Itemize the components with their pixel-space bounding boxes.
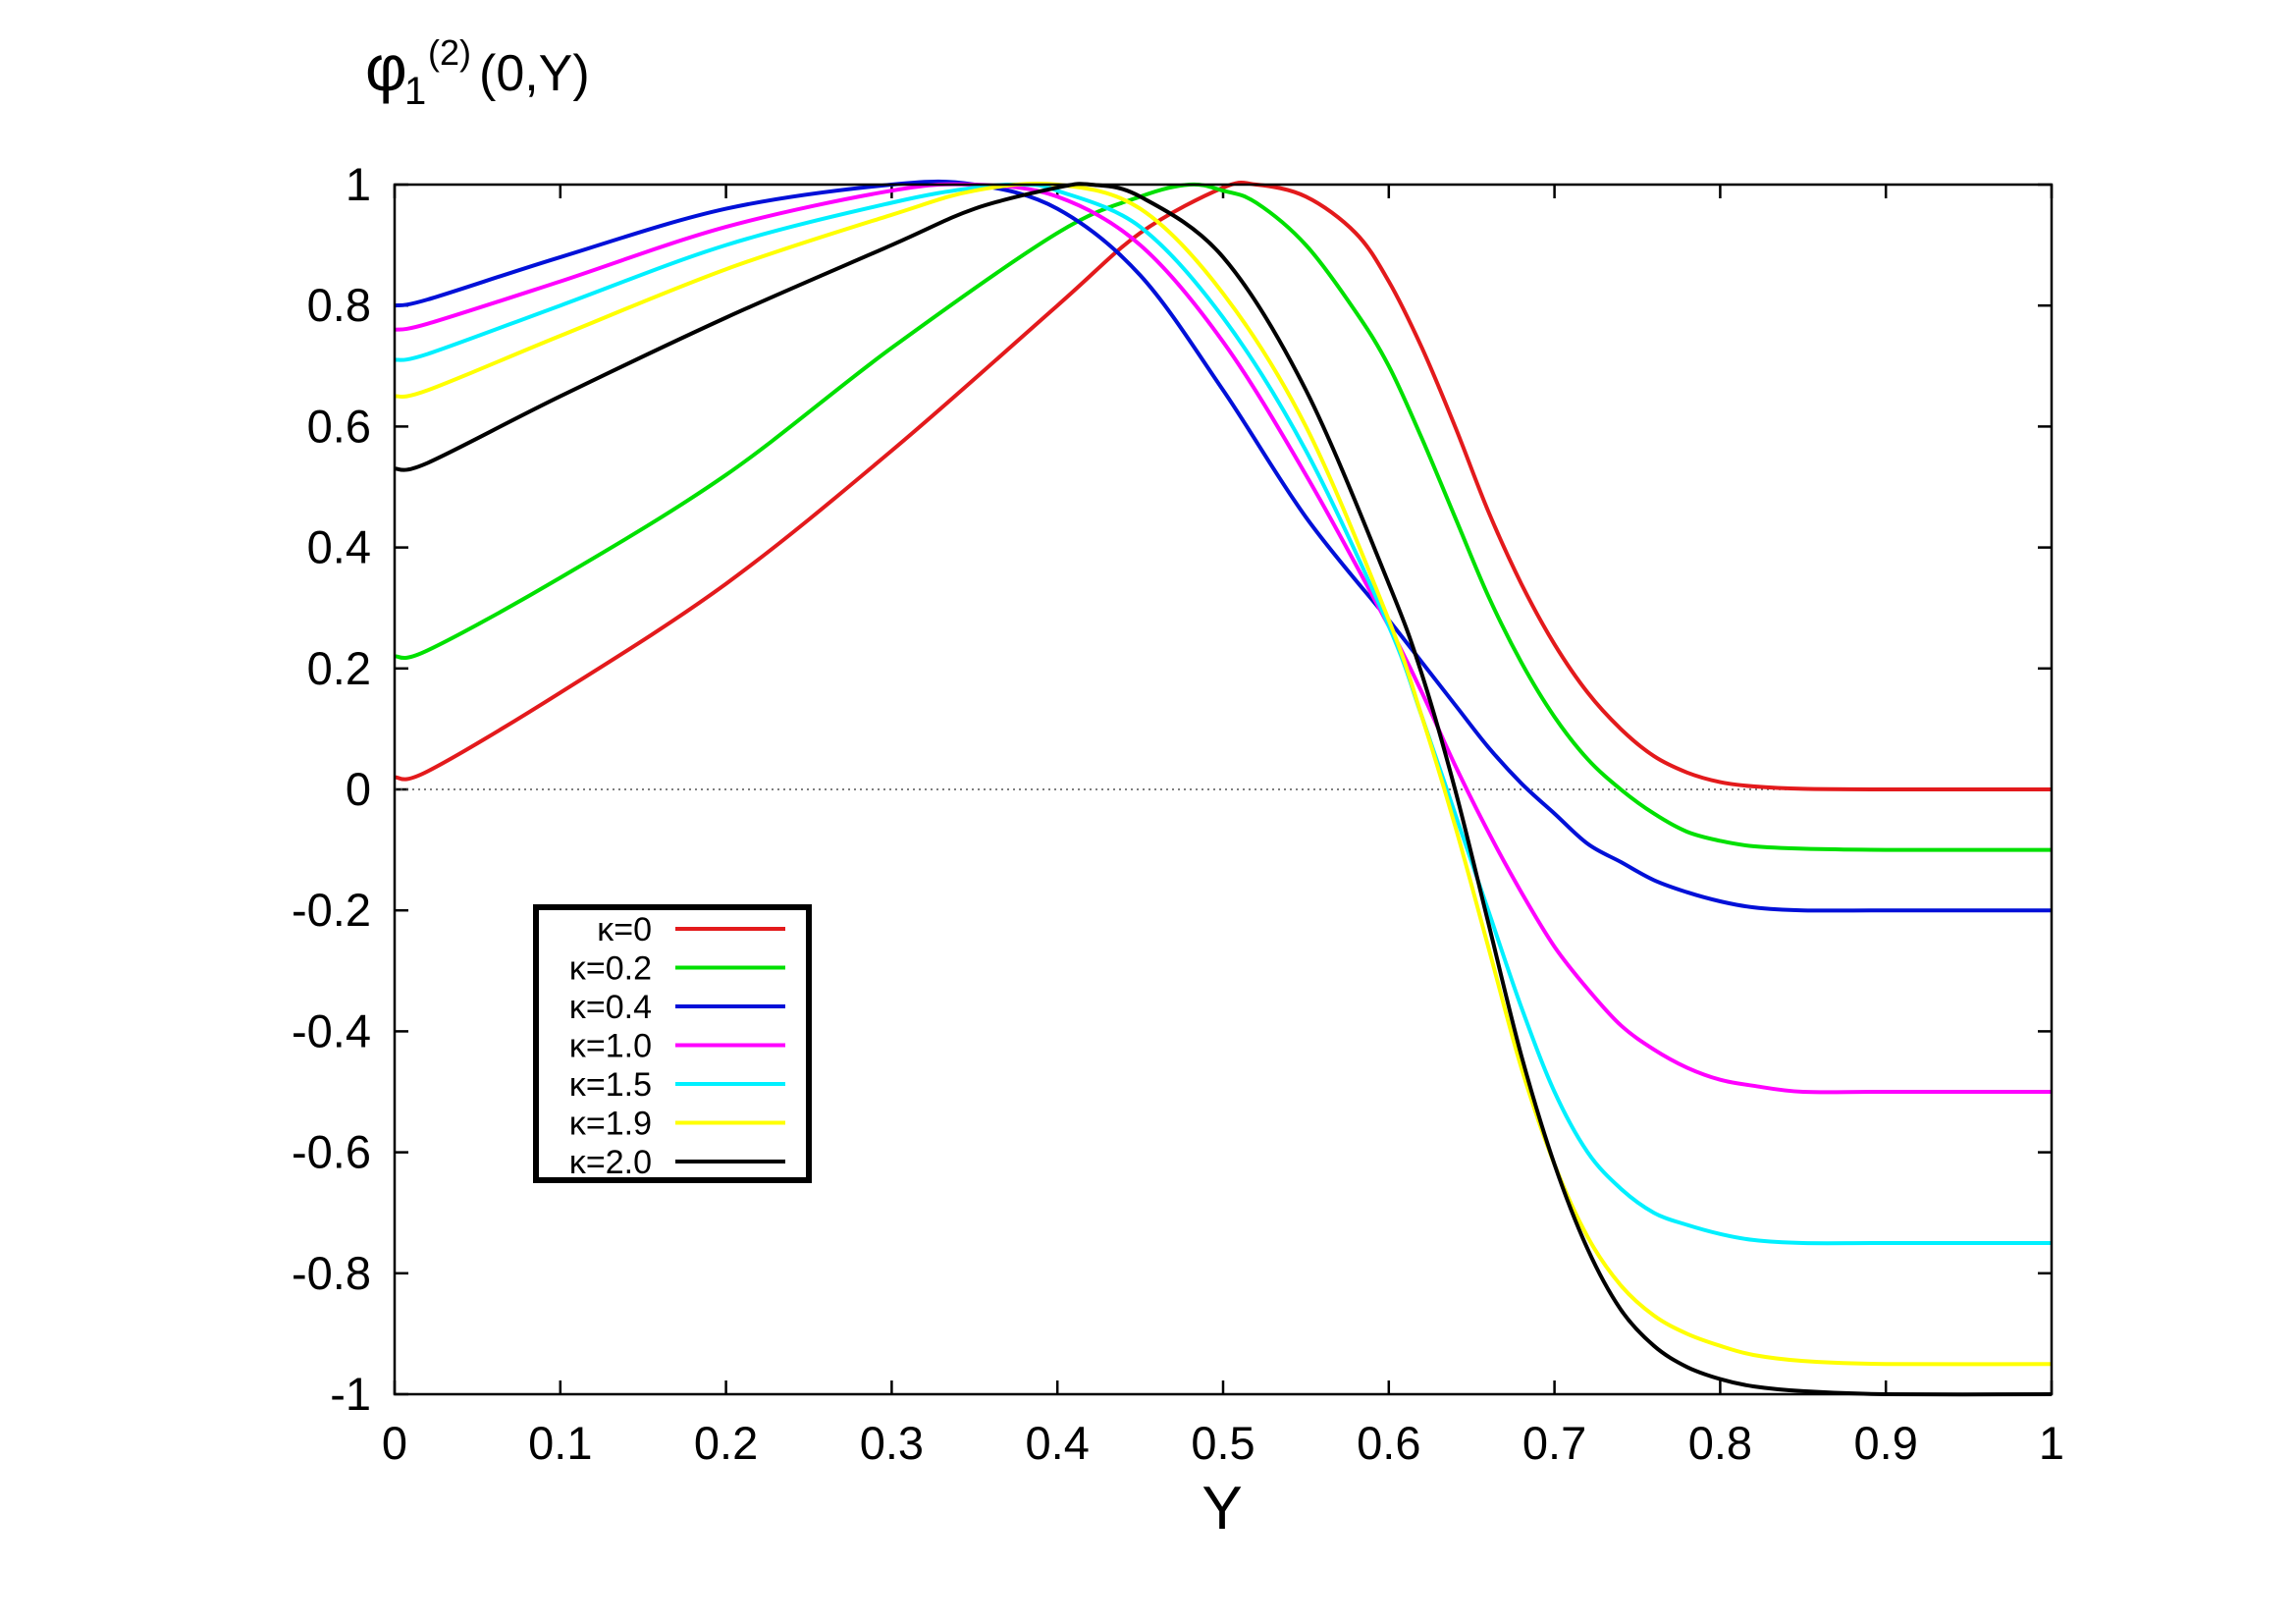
plot-frame [393, 183, 2054, 1396]
y-axis-title: φ 1 (2) (0,Y) [365, 31, 590, 113]
x-tick-label: 0.9 [1854, 1417, 1918, 1469]
legend: κ=0κ=0.2κ=0.4κ=1.0κ=1.5κ=1.9κ=2.0 [533, 904, 812, 1183]
series-line-5 [394, 181, 2053, 1367]
y-axis-title-args: (0,Y) [479, 45, 590, 102]
x-tick-label: 1 [2039, 1417, 2064, 1469]
x-tick-label: 0.6 [1357, 1417, 1420, 1469]
x-tick-label: 0.2 [694, 1417, 758, 1469]
axis-ticks: 0 0.1 0.2 0.3 0.4 0.5 0.6 0.7 0.8 0.9 1 1 0.8 0.6 0.4 0… [292, 158, 2064, 1469]
series-lines [394, 179, 2053, 1397]
legend-label: κ=0 [597, 911, 652, 948]
y-tick-label: -0.6 [292, 1126, 371, 1178]
y-tick-label: -1 [330, 1368, 371, 1420]
x-tick-label: 0.8 [1688, 1417, 1752, 1469]
legend-label: κ=0.2 [569, 950, 652, 988]
y-tick-label: -0.8 [292, 1247, 371, 1299]
x-tick-label: 0.4 [1026, 1417, 1090, 1469]
x-tick-label: 0.7 [1522, 1417, 1586, 1469]
y-tick-label: 0.8 [307, 279, 371, 331]
legend-label: κ=0.4 [569, 989, 652, 1026]
y-tick-label: 0.4 [307, 521, 371, 573]
series-line-2 [394, 179, 2052, 913]
y-tick-label: -0.2 [292, 884, 371, 936]
legend-label: κ=1.9 [569, 1106, 652, 1143]
x-axis-title: Y [1201, 1475, 1242, 1542]
legend-label: κ=1.5 [569, 1066, 652, 1104]
legend-label: κ=2.0 [569, 1144, 652, 1181]
series-line-1 [394, 182, 2053, 852]
y-tick-label: 0.2 [307, 642, 371, 694]
y-axis-title-main: φ [365, 31, 407, 104]
y-tick-label: 1 [346, 158, 371, 210]
y-axis-title-sub: 1 [404, 70, 426, 113]
x-tick-label: 0.3 [860, 1417, 924, 1469]
y-axis-title-sup: (2) [428, 32, 471, 73]
x-tick-label: 0.1 [528, 1417, 592, 1469]
series-line-6 [394, 182, 2053, 1397]
x-tick-label: 0.5 [1191, 1417, 1255, 1469]
y-tick-label: 0.6 [307, 400, 371, 452]
series-line-3 [394, 182, 2052, 1095]
series-line-0 [394, 180, 2053, 792]
y-tick-label: -0.4 [292, 1004, 371, 1056]
legend-label: κ=1.0 [569, 1028, 652, 1065]
x-tick-label: 0 [382, 1417, 407, 1469]
y-tick-label: 0 [346, 763, 371, 815]
